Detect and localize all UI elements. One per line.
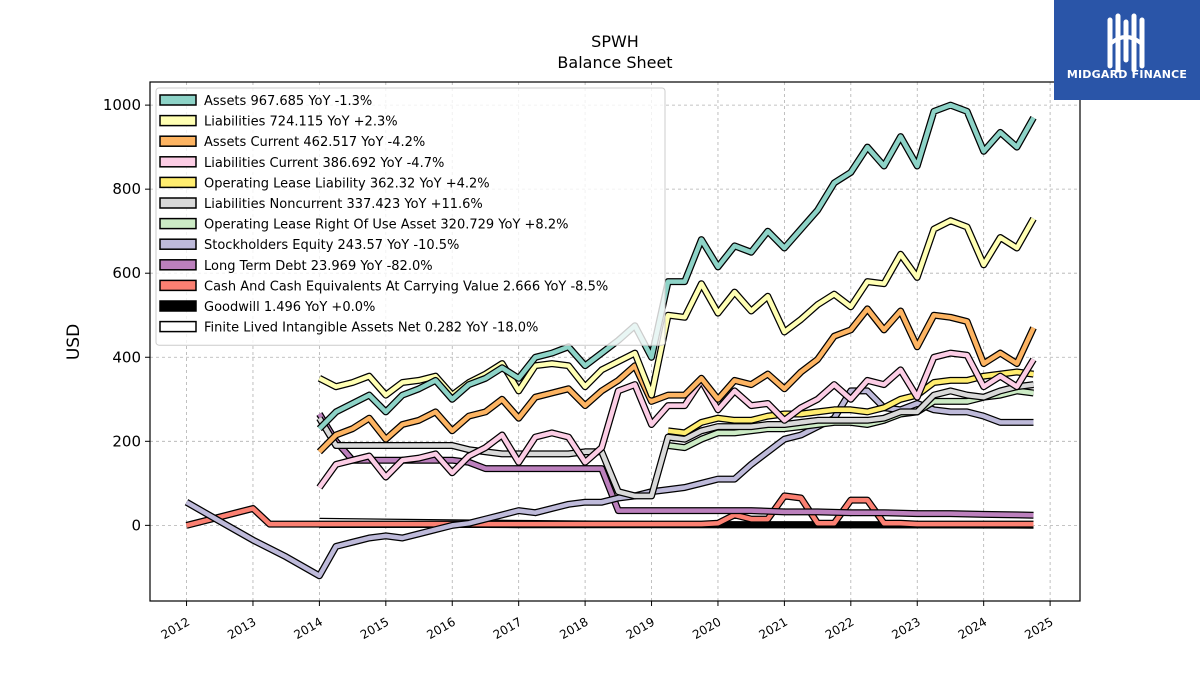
legend-swatch	[159, 259, 197, 271]
legend-label: Liabilities Noncurrent 337.423 YoY +11.6…	[204, 197, 483, 212]
legend-item: Assets 967.685 YoY -1.3%	[159, 94, 372, 109]
series-assets-current	[316, 305, 1037, 455]
x-tick-label: 2020	[690, 615, 723, 642]
y-tick-label: 600	[112, 264, 141, 282]
y-tick-label: 400	[112, 348, 141, 366]
x-tick-label: 2025	[1022, 615, 1055, 642]
y-tick-label: 200	[112, 432, 141, 450]
series-line	[667, 369, 1034, 436]
legend-item: Operating Lease Right Of Use Asset 320.7…	[159, 217, 568, 233]
legend-label: Goodwill 1.496 YoY +0.0%	[204, 300, 375, 315]
legend-label: Assets 967.685 YoY -1.3%	[204, 94, 372, 109]
x-tick-label: 2024	[956, 615, 989, 642]
legend-item: Assets Current 462.517 YoY -4.2%	[159, 135, 425, 150]
legend-item: Cash And Cash Equivalents At Carrying Va…	[159, 279, 608, 294]
brand-name: MIDGARD FINANCE	[1066, 68, 1188, 81]
legend-label: Operating Lease Right Of Use Asset 320.7…	[204, 218, 568, 233]
series-operating-lease-liability	[667, 368, 1034, 437]
legend-item: Finite Lived Intangible Assets Net 0.282…	[159, 320, 538, 336]
legend: Assets 967.685 YoY -1.3% Liabilities 724.…	[155, 87, 666, 346]
plot-frame	[149, 81, 1081, 602]
legend-swatch	[159, 94, 197, 106]
x-tick-label: 2017	[491, 615, 524, 642]
legend-label: Cash And Cash Equivalents At Carrying Va…	[204, 279, 608, 294]
legend-swatch	[159, 114, 197, 127]
series-lines	[184, 101, 1037, 580]
series-line	[317, 350, 1036, 489]
series-liabilities-noncurrent	[316, 381, 1034, 500]
x-tick-label: 2016	[424, 615, 457, 642]
legend-label: Liabilities Current 386.692 YoY -4.7%	[204, 156, 444, 171]
legend-label: Stockholders Equity 243.57 YoY -10.5%	[204, 238, 459, 253]
series-liabilities-current	[316, 349, 1037, 490]
series-line	[317, 382, 1034, 499]
legend-item: Liabilities Noncurrent 337.423 YoY +11.6…	[159, 197, 483, 212]
legend-item: Goodwill 1.496 YoY +0.0%	[159, 300, 375, 315]
brand-mark-icon	[1107, 13, 1145, 73]
legend-swatch	[159, 217, 197, 230]
x-tick-label: 2018	[557, 615, 590, 642]
legend-swatch	[159, 156, 197, 168]
legend-item: Liabilities Current 386.692 YoY -4.7%	[159, 156, 444, 171]
series-line	[317, 102, 1036, 431]
legend-label: Long Term Debt 23.969 YoY -82.0%	[204, 259, 433, 274]
brand-logo: MIDGARD FINANCE	[1054, 0, 1200, 100]
series-cash-and-cash-equivalents-at-carrying-value	[185, 492, 1034, 529]
chart-subtitle: Balance Sheet	[557, 53, 672, 72]
y-axis: 0 200 400 600 800 1000	[103, 96, 150, 534]
legend-swatch	[159, 238, 197, 250]
y-tick-label: 800	[112, 180, 141, 198]
legend-item: Operating Lease Liability 362.32 YoY +4.…	[159, 176, 490, 191]
y-axis-label: USD	[64, 324, 84, 360]
x-axis: 2012 2013 2014 2015 2016 2017 2018 2019 2020 2021…	[159, 601, 1056, 642]
x-tick-label: 2019	[624, 615, 657, 642]
x-tick-label: 2012	[159, 615, 192, 642]
y-tick-label: 0	[131, 516, 141, 534]
x-tick-label: 2021	[757, 615, 790, 642]
legend-swatch	[159, 197, 197, 209]
legend-swatch	[159, 279, 197, 292]
x-tick-label: 2022	[823, 615, 856, 642]
legend-item: Stockholders Equity 243.57 YoY -10.5%	[159, 238, 459, 253]
series-line	[185, 493, 1034, 528]
chart-title: SPWH	[591, 32, 639, 51]
legend-box	[155, 87, 666, 346]
y-tick-label: 1000	[103, 96, 141, 114]
series-line	[317, 306, 1036, 454]
legend-label: Assets Current 462.517 YoY -4.2%	[204, 135, 425, 150]
legend-item: Liabilities 724.115 YoY +2.3%	[159, 114, 398, 130]
legend-swatch	[159, 300, 197, 312]
x-tick-label: 2014	[292, 615, 325, 642]
legend-label: Finite Lived Intangible Assets Net 0.282…	[204, 321, 538, 336]
series-assets	[316, 101, 1037, 432]
legend-swatch	[159, 320, 197, 333]
x-tick-label: 2023	[889, 615, 922, 642]
x-tick-label: 2013	[225, 615, 258, 642]
x-tick-label: 2015	[358, 615, 391, 642]
legend-item: Long Term Debt 23.969 YoY -82.0%	[159, 259, 433, 274]
legend-swatch	[159, 135, 197, 147]
legend-label: Liabilities 724.115 YoY +2.3%	[204, 115, 398, 130]
legend-label: Operating Lease Liability 362.32 YoY +4.…	[204, 176, 490, 191]
legend-swatch	[159, 176, 197, 189]
